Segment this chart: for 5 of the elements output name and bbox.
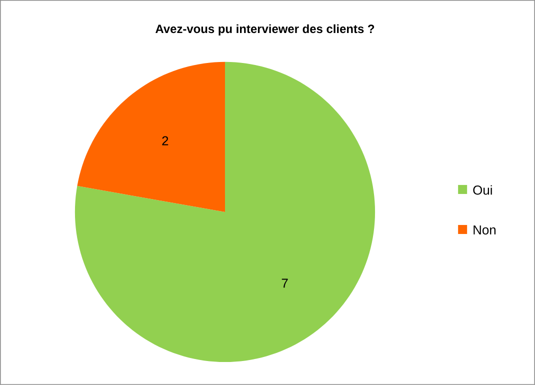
data-label: 7 (282, 278, 288, 288)
legend-label: Oui (473, 185, 492, 195)
legend-label: Non (474, 225, 496, 235)
chart-title: Avez-vous pu interviewer des clients ? (156, 24, 374, 36)
data-label: 2 (162, 136, 168, 146)
